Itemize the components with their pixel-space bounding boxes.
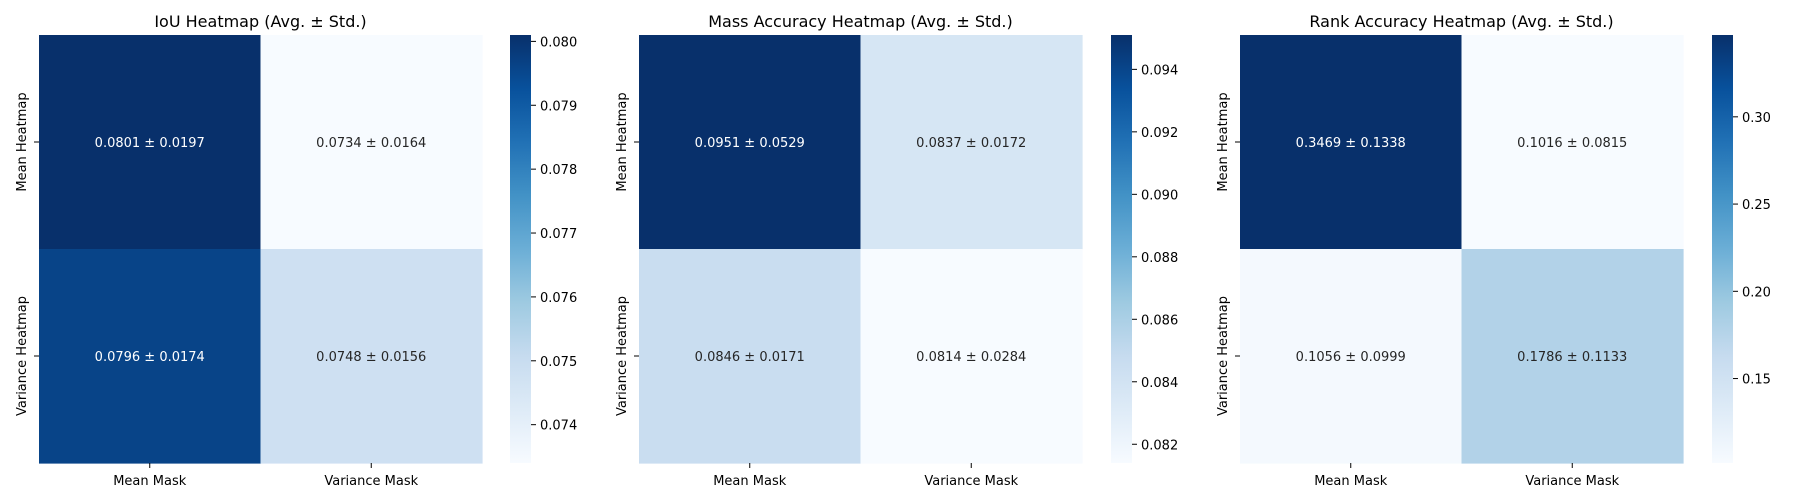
colorbar-tick-label: 0.077 bbox=[540, 227, 577, 242]
colorbar bbox=[1712, 35, 1733, 463]
colorbar-tick-label: 0.076 bbox=[540, 291, 577, 306]
colorbar-tick-label: 0.20 bbox=[1742, 285, 1771, 300]
colorbar-tick-label: 0.15 bbox=[1742, 373, 1771, 388]
y-axis-tick-label: Variance Heatmap bbox=[15, 296, 30, 416]
colorbar-tick-label: 0.079 bbox=[540, 99, 577, 114]
cell-value-label: 0.0814 ± 0.0284 bbox=[916, 350, 1026, 365]
colorbar-tick-label: 0.080 bbox=[540, 35, 577, 50]
cell-value-label: 0.1056 ± 0.0999 bbox=[1296, 350, 1406, 365]
cell-value-label: 0.0951 ± 0.0529 bbox=[695, 136, 805, 151]
colorbar-tick-label: 0.094 bbox=[1141, 63, 1178, 78]
colorbar-tick-label: 0.090 bbox=[1141, 188, 1178, 203]
colorbar-tick-label: 0.084 bbox=[1141, 376, 1178, 391]
cell-value-label: 0.0801 ± 0.0197 bbox=[95, 136, 205, 151]
colorbar-tick-label: 0.088 bbox=[1141, 251, 1178, 266]
heatmap-panel-3: Rank Accuracy Heatmap (Avg. ± Std.) 0.346… bbox=[1216, 12, 1771, 489]
x-axis-tick-label: Variance Mask bbox=[324, 474, 418, 489]
colorbar-tick-label: 0.082 bbox=[1141, 438, 1178, 453]
cell-value-label: 0.1786 ± 0.1133 bbox=[1517, 350, 1627, 365]
heatmap-cell bbox=[860, 249, 1083, 464]
cell-value-label: 0.0846 ± 0.0171 bbox=[695, 350, 805, 365]
x-axis-tick-label: Mean Mask bbox=[1314, 474, 1388, 489]
y-axis-tick-label: Mean Heatmap bbox=[615, 92, 630, 191]
heatmap-cell bbox=[39, 249, 262, 464]
heatmap-cell bbox=[1240, 35, 1463, 250]
cell-value-label: 0.3469 ± 0.1338 bbox=[1296, 136, 1406, 151]
colorbar-tick-label: 0.086 bbox=[1141, 313, 1178, 328]
cell-value-label: 0.1016 ± 0.0815 bbox=[1517, 136, 1627, 151]
y-axis-tick-label: Variance Heatmap bbox=[615, 296, 630, 416]
colorbar-tick-label: 0.092 bbox=[1141, 126, 1178, 141]
y-axis-tick-label: Mean Heatmap bbox=[1216, 92, 1231, 191]
colorbar-tick-label: 0.30 bbox=[1742, 111, 1771, 126]
heatmap-cell bbox=[260, 249, 483, 464]
y-axis-tick-label: Variance Heatmap bbox=[1216, 296, 1231, 416]
heatmap-cell bbox=[639, 35, 862, 250]
heatmap-cell bbox=[1461, 35, 1684, 250]
colorbar-tick-label: 0.075 bbox=[540, 355, 577, 370]
heatmap-cell bbox=[1461, 249, 1684, 464]
heatmap-panel-1: IoU Heatmap (Avg. ± Std.) 0.0801 ± 0.0197… bbox=[15, 12, 577, 489]
panel-title: IoU Heatmap (Avg. ± Std.) bbox=[154, 12, 366, 31]
x-axis-tick-label: Variance Mask bbox=[1525, 474, 1619, 489]
panel-title: Rank Accuracy Heatmap (Avg. ± Std.) bbox=[1309, 12, 1613, 31]
x-axis-tick-label: Variance Mask bbox=[924, 474, 1018, 489]
cell-value-label: 0.0796 ± 0.0174 bbox=[95, 350, 205, 365]
heatmap-cell bbox=[1240, 249, 1463, 464]
heatmap-cell bbox=[260, 35, 483, 250]
colorbar bbox=[1111, 35, 1132, 463]
x-axis-tick-label: Mean Mask bbox=[113, 474, 187, 489]
cell-value-label: 0.0748 ± 0.0156 bbox=[316, 350, 426, 365]
heatmap-cell bbox=[639, 249, 862, 464]
y-axis-tick-label: Mean Heatmap bbox=[15, 92, 30, 191]
colorbar-tick-label: 0.078 bbox=[540, 163, 577, 178]
colorbar-tick-label: 0.074 bbox=[540, 419, 577, 434]
colorbar-tick-label: 0.25 bbox=[1742, 198, 1771, 213]
cell-value-label: 0.0734 ± 0.0164 bbox=[316, 136, 426, 151]
heatmap-cell bbox=[39, 35, 262, 250]
x-axis-tick-label: Mean Mask bbox=[713, 474, 787, 489]
colorbar bbox=[510, 35, 531, 463]
cell-value-label: 0.0837 ± 0.0172 bbox=[916, 136, 1026, 151]
panel-title: Mass Accuracy Heatmap (Avg. ± Std.) bbox=[708, 12, 1013, 31]
heatmap-cell bbox=[860, 35, 1083, 250]
heatmap-panel-2: Mass Accuracy Heatmap (Avg. ± Std.) 0.095… bbox=[615, 12, 1178, 489]
